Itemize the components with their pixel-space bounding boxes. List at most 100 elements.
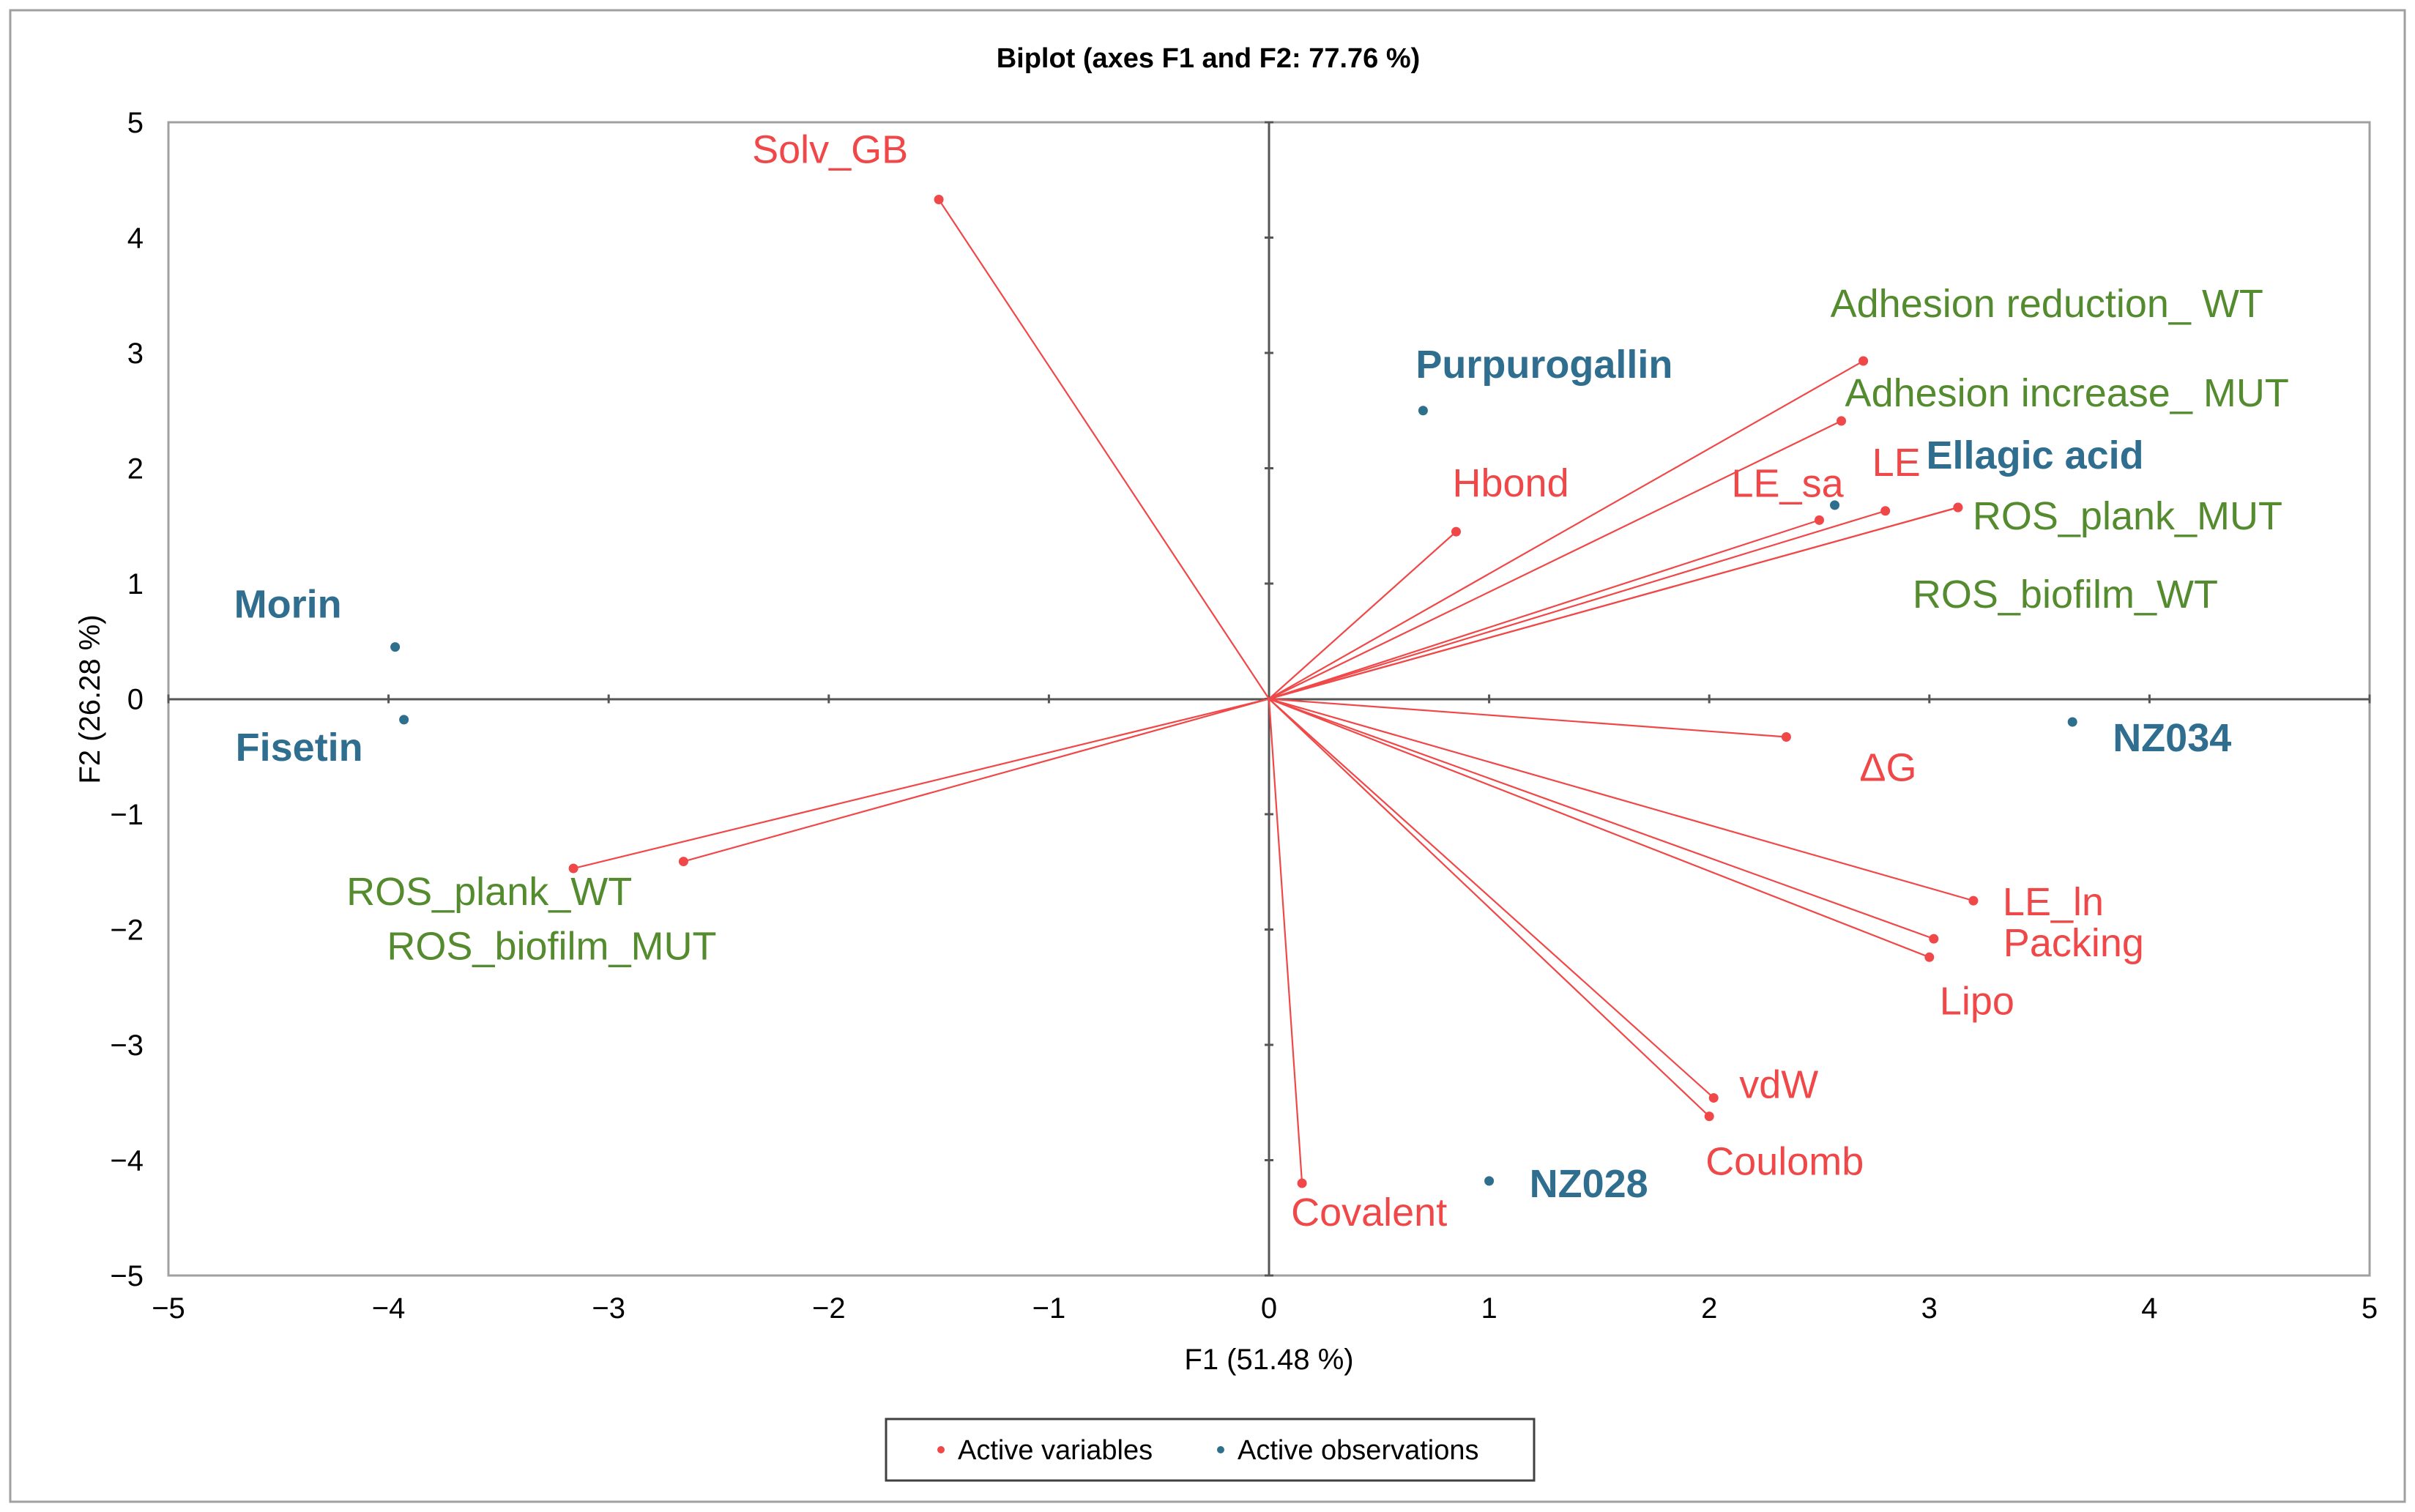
variable-label-ros-plank-mut: ROS_plank_MUT <box>1973 494 2282 538</box>
variable-point-le-sa <box>1815 515 1824 525</box>
vector-adhesion-reduction-wt <box>1268 360 1864 700</box>
variable-label-adhesion-reduction-wt: Adhesion reduction_ WT <box>1831 282 2263 326</box>
variable-point-hbond <box>1451 526 1462 537</box>
observation-label-ellagic-acid: Ellagic acid <box>1927 433 2144 477</box>
y-tick-label: 3 <box>127 338 144 370</box>
legend-box <box>885 1418 1536 1482</box>
x-tick-label: −2 <box>812 1292 846 1325</box>
vector-solv-gb <box>938 198 1270 700</box>
legend-label-active-variables: Active variables <box>958 1435 1153 1466</box>
variable-label-vdw: vdW <box>1739 1062 1818 1106</box>
observation-label-nz034: NZ034 <box>2113 716 2231 760</box>
x-tick-label: 5 <box>2362 1292 2378 1325</box>
legend-label-active-observations: Active observations <box>1238 1435 1479 1466</box>
variable-label-covalent: Covalent <box>1291 1191 1447 1234</box>
x-axis-title: F1 (51.48 %) <box>1184 1344 1353 1376</box>
variable-point-packing <box>1929 934 1939 944</box>
x-axis-tick-labels: −5 −4 −3 −2 −1 0 1 2 3 4 5 <box>152 1292 2378 1325</box>
y-tick-label: 5 <box>127 107 144 139</box>
variable-point-lipo <box>1924 952 1935 962</box>
x-tick-label: −1 <box>1032 1292 1066 1325</box>
y-tick-label: 2 <box>127 453 144 485</box>
y-tick-label: 0 <box>127 684 144 716</box>
observation-points <box>390 406 2077 1186</box>
x-tick-label: 3 <box>1921 1292 1938 1325</box>
y-tick-label: 1 <box>127 568 144 600</box>
variable-label-g: ΔG <box>1859 745 1916 789</box>
variable-point-ros-biofilm-mut <box>678 857 688 867</box>
variable-label-le-sa: LE_sa <box>1732 461 1845 505</box>
observation-point-fisetin <box>399 715 409 725</box>
vector-packing <box>1268 698 1935 940</box>
vector-vdw <box>1268 698 1714 1099</box>
variable-point-le-ln <box>1968 895 1979 906</box>
variable-point-vdw <box>1708 1092 1719 1103</box>
x-tick-label: 4 <box>2141 1292 2157 1325</box>
y-axis-title: F2 (26.28 %) <box>74 614 106 783</box>
variable-label-coulomb: Coulomb <box>1705 1140 1864 1184</box>
vector-hbond <box>1268 531 1457 700</box>
x-tick-label: −4 <box>372 1292 406 1325</box>
vector-adhesion-increase-mut <box>1268 420 1842 700</box>
legend: Active variables Active observations <box>885 1418 1536 1482</box>
figure-frame <box>9 9 2406 1503</box>
y-tick-label: −2 <box>110 915 144 947</box>
variable-label-solv-gb: Solv_GB <box>752 128 908 172</box>
chart-title: Biplot (axes F1 and F2: 77.76 %) <box>997 43 1421 74</box>
x-tick-label: −5 <box>152 1292 185 1325</box>
x-tick-label: 2 <box>1701 1292 1717 1325</box>
vector-le-ln <box>1268 698 1974 902</box>
variable-vectors <box>573 198 1974 1184</box>
variable-point-adhesion-increase-mut <box>1837 416 1847 426</box>
vector-covalent <box>1268 699 1303 1184</box>
y-tick-label: −4 <box>110 1145 144 1177</box>
y-tick-label: −3 <box>110 1029 144 1062</box>
variable-label-ros-biofilm-mut: ROS_biofilm_MUT <box>387 925 716 969</box>
variable-label-le-ln: LE_ln <box>2003 880 2104 924</box>
vector-lipo <box>1268 698 1930 958</box>
observation-point-purpurogallin <box>1418 406 1428 416</box>
y-tick-label: 4 <box>127 223 144 255</box>
variable-label-ros-plank-wt: ROS_plank_WT <box>346 870 632 914</box>
variable-label-ros-biofilm-wt: ROS_biofilm_WT <box>1913 573 2218 617</box>
observation-label-purpurogallin: Purpurogallin <box>1415 343 1672 387</box>
variable-point-le <box>1880 506 1891 516</box>
vector-ros-plank-wt <box>573 698 1270 870</box>
observation-label-morin: Morin <box>234 583 342 627</box>
variable-label-packing: Packing <box>2003 921 2144 965</box>
variable-label-lipo: Lipo <box>1940 979 2014 1023</box>
vector-le-sa <box>1268 519 1820 700</box>
variable-points <box>568 195 1979 1188</box>
variable-point-adhesion-reduction-wt <box>1858 356 1869 366</box>
vector-g <box>1268 698 1787 738</box>
variable-label-adhesion-increase-mut: Adhesion increase_ MUT <box>1845 371 2289 415</box>
variable-point-coulomb <box>1704 1111 1714 1122</box>
legend-marker-active-observations <box>1217 1446 1224 1453</box>
legend-marker-active-variables <box>937 1446 945 1453</box>
y-tick-label: −5 <box>110 1260 144 1292</box>
vector-le <box>1268 510 1886 700</box>
variable-point-ros-biofilm-wt <box>1953 502 1963 513</box>
observation-point-ellagic-acid <box>1830 500 1840 510</box>
observation-label-fisetin: Fisetin <box>236 726 363 770</box>
y-tick-label: −1 <box>110 799 144 831</box>
variable-label-le: LE <box>1872 441 1921 485</box>
x-tick-label: −3 <box>592 1292 625 1325</box>
observation-point-morin <box>390 642 401 652</box>
vector-ros-biofilm-wt <box>1268 506 1959 700</box>
observation-label-nz028: NZ028 <box>1530 1162 1648 1206</box>
y-axis-tick-labels: 5 4 3 2 1 0 −1 −2 −3 −4 −5 <box>110 107 144 1292</box>
x-tick-label: 0 <box>1261 1292 1277 1325</box>
observation-point-nz028 <box>1484 1176 1495 1186</box>
observation-point-nz034 <box>2067 717 2077 727</box>
variable-point-ros-plank-wt <box>568 863 578 874</box>
variable-point-g <box>1781 731 1791 742</box>
vector-ros-biofilm-mut <box>683 698 1270 863</box>
variable-point-covalent <box>1297 1178 1307 1188</box>
point-labels: Solv_GB Hbond LE_sa LE Adhesion reduction_ W… <box>234 128 2289 1234</box>
variable-point-solv-gb <box>934 195 944 205</box>
vector-coulomb <box>1268 698 1710 1117</box>
x-tick-label: 1 <box>1481 1292 1497 1325</box>
variable-label-hbond: Hbond <box>1453 461 1569 505</box>
